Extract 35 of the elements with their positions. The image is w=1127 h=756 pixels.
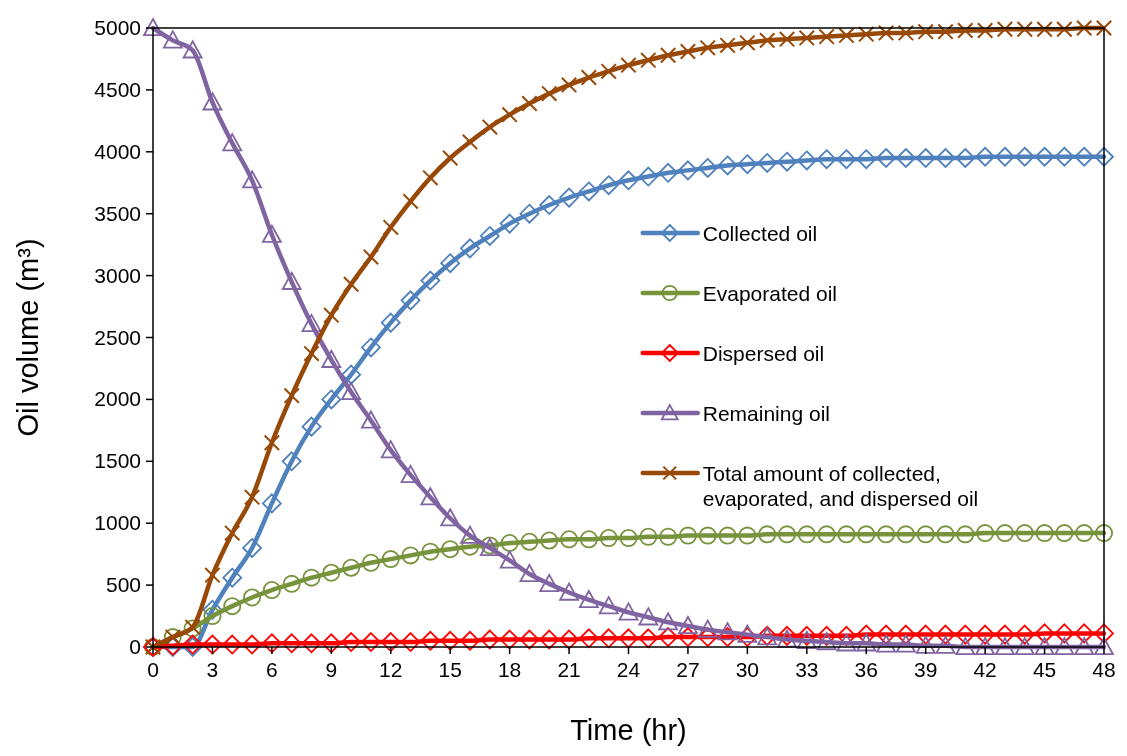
y-tick-label: 3500 [94, 201, 141, 225]
x-tick-label: 3 [206, 658, 219, 681]
y-tick-label: 1000 [94, 511, 141, 535]
y-tick-label: 2500 [94, 325, 141, 349]
y-tick-label: 1500 [94, 449, 141, 473]
x-tick-label: 39 [914, 658, 938, 681]
legend-label: Total amount of collected, evaporated, and dispersed oil [702, 462, 979, 510]
y-tick-label: 4500 [94, 77, 141, 101]
x-tick-label: 33 [795, 658, 819, 681]
y-tick-label: 4000 [94, 139, 141, 163]
x-tick-label: 48 [1092, 658, 1116, 681]
x-tick-label: 21 [557, 658, 581, 681]
y-tick-label: 2000 [94, 387, 141, 411]
y-tick-label: 3000 [94, 263, 141, 287]
x-tick-label: 30 [735, 658, 760, 681]
x-tick-label: 27 [676, 658, 700, 681]
x-tick-label: 36 [854, 658, 878, 681]
x-tick-label: 18 [497, 658, 522, 681]
y-tick-label: 5000 [94, 16, 141, 39]
x-tick-label: 24 [616, 658, 641, 681]
x-tick-label: 12 [379, 658, 403, 681]
y-tick-label: 500 [105, 573, 141, 597]
x-tick-label: 45 [1032, 658, 1057, 681]
y-tick-label: 0 [129, 635, 141, 658]
legend-label: Remaining oil [702, 402, 830, 425]
legend-label: Evaporated oil [702, 282, 838, 305]
x-tick-label: 6 [266, 658, 278, 681]
y-axis-title: Oil volume (m³) [12, 238, 44, 437]
x-tick-label: 42 [973, 658, 997, 681]
x-tick-label: 15 [438, 658, 462, 681]
x-axis-title: Time (hr) [570, 714, 687, 746]
x-tick-label: 9 [325, 658, 338, 681]
legend-label: Dispersed oil [702, 342, 825, 365]
legend-label: Collected oil [702, 222, 818, 245]
x-tick-label: 0 [147, 658, 159, 681]
